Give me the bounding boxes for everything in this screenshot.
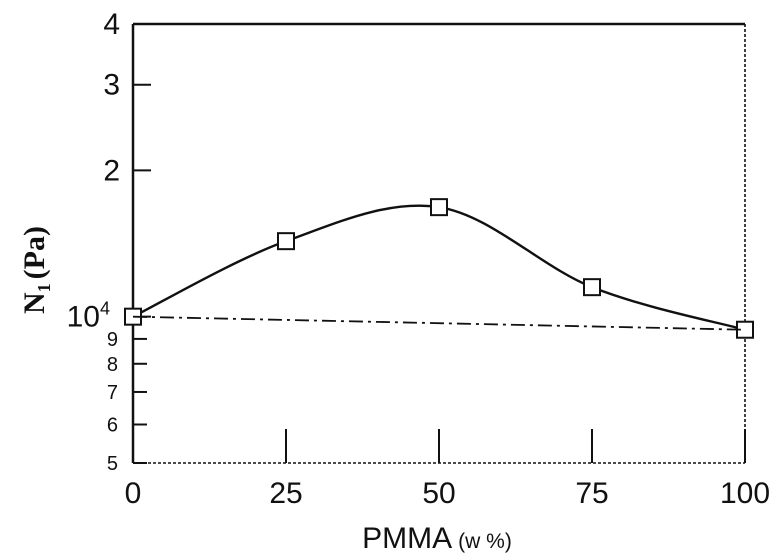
y-tick-label: 8 bbox=[107, 354, 118, 376]
series-layer bbox=[124, 198, 754, 339]
plot-frame bbox=[131, 22, 746, 464]
x-tick-label: 100 bbox=[720, 477, 770, 510]
x-tick-label: 50 bbox=[422, 477, 455, 510]
data-point-square bbox=[583, 278, 601, 297]
series-line-dashdot bbox=[132, 315, 746, 331]
y-tick-label: 2 bbox=[103, 154, 120, 187]
x-tick-label: 75 bbox=[575, 477, 608, 510]
y-tick-label: 7 bbox=[107, 382, 118, 404]
y-tick-label: 4 bbox=[103, 8, 120, 41]
x-axis: 0 25 50 75 100 bbox=[125, 429, 770, 510]
y-tick-label: 104 bbox=[67, 299, 110, 334]
y-axis-title: N1(Pa) bbox=[18, 226, 54, 314]
x-axis-title: PMMA (w %) bbox=[362, 522, 512, 555]
y-tick-label: 5 bbox=[107, 453, 118, 475]
series-line-solid bbox=[132, 204, 746, 331]
x-tick-label: 0 bbox=[125, 477, 142, 510]
x-tick-label: 25 bbox=[269, 477, 302, 510]
y-tick-label: 9 bbox=[107, 329, 118, 351]
y-tick-label: 3 bbox=[103, 69, 120, 102]
y-tick-label: 6 bbox=[107, 415, 118, 437]
data-point-square bbox=[430, 198, 448, 217]
data-point-square bbox=[277, 232, 295, 251]
